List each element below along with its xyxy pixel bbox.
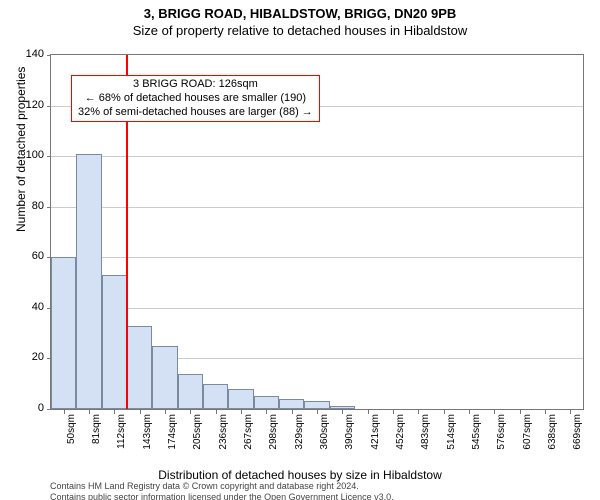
histogram-bar — [203, 384, 228, 409]
x-tick-label: 545sqm — [471, 414, 482, 450]
grid-line — [51, 308, 583, 309]
x-tick-label: 112sqm — [116, 414, 127, 449]
x-tick-mark — [292, 410, 293, 414]
callout-line: ← 68% of detached houses are smaller (19… — [78, 92, 313, 106]
grid-line — [51, 207, 583, 208]
x-tick-mark — [140, 410, 141, 414]
x-tick-mark — [216, 410, 217, 414]
y-tick-label: 80 — [6, 200, 44, 212]
histogram-bar — [178, 374, 203, 409]
x-axis-label: Distribution of detached houses by size … — [0, 468, 600, 482]
histogram-bar — [127, 326, 152, 409]
histogram-bar — [254, 396, 279, 409]
histogram-bar — [51, 257, 76, 409]
plot-area: 3 BRIGG ROAD: 126sqm← 68% of detached ho… — [50, 54, 584, 410]
chart-frame: 3, BRIGG ROAD, HIBALDSTOW, BRIGG, DN20 9… — [0, 6, 600, 500]
histogram-bar — [76, 154, 101, 409]
x-tick-label: 174sqm — [167, 414, 178, 450]
x-tick-mark — [317, 410, 318, 414]
y-tick-label: 0 — [6, 402, 44, 414]
grid-line — [51, 257, 583, 258]
x-tick-label: 638sqm — [547, 414, 558, 450]
x-tick-label: 267sqm — [243, 414, 254, 450]
x-tick-label: 514sqm — [446, 414, 457, 450]
histogram-bar — [102, 275, 127, 409]
histogram-bar — [330, 406, 355, 409]
x-tick-label: 669sqm — [572, 414, 583, 450]
x-tick-mark — [165, 410, 166, 414]
x-tick-label: 81sqm — [91, 414, 102, 444]
y-tick-mark — [47, 207, 51, 208]
footer-text: Contains HM Land Registry data © Crown c… — [50, 481, 394, 500]
x-tick-label: 143sqm — [142, 414, 153, 450]
x-tick-mark — [89, 410, 90, 414]
x-tick-mark — [368, 410, 369, 414]
x-tick-mark — [444, 410, 445, 414]
x-tick-label: 452sqm — [395, 414, 406, 450]
x-tick-label: 236sqm — [218, 414, 229, 450]
callout-box: 3 BRIGG ROAD: 126sqm← 68% of detached ho… — [71, 75, 320, 122]
x-tick-label: 390sqm — [344, 414, 355, 450]
x-tick-label: 205sqm — [192, 414, 203, 450]
y-tick-label: 60 — [6, 250, 44, 262]
y-tick-mark — [47, 409, 51, 410]
y-tick-label: 40 — [6, 301, 44, 313]
x-tick-mark — [520, 410, 521, 414]
x-tick-label: 50sqm — [66, 414, 77, 444]
title-sub: Size of property relative to detached ho… — [0, 23, 600, 38]
x-tick-label: 576sqm — [496, 414, 507, 450]
x-tick-mark — [241, 410, 242, 414]
x-tick-mark — [545, 410, 546, 414]
x-tick-mark — [393, 410, 394, 414]
grid-line — [51, 156, 583, 157]
footer-line1: Contains HM Land Registry data © Crown c… — [50, 481, 394, 491]
y-tick-label: 100 — [6, 149, 44, 161]
x-tick-label: 360sqm — [319, 414, 330, 450]
callout-line: 3 BRIGG ROAD: 126sqm — [78, 78, 313, 92]
histogram-bar — [304, 401, 329, 409]
x-tick-label: 483sqm — [420, 414, 431, 450]
x-tick-label: 298sqm — [268, 414, 279, 450]
y-tick-label: 120 — [6, 99, 44, 111]
title-main: 3, BRIGG ROAD, HIBALDSTOW, BRIGG, DN20 9… — [0, 6, 600, 21]
y-tick-mark — [47, 156, 51, 157]
callout-line: 32% of semi-detached houses are larger (… — [78, 106, 313, 120]
histogram-bar — [228, 389, 253, 409]
y-tick-mark — [47, 106, 51, 107]
y-tick-mark — [47, 55, 51, 56]
x-tick-label: 421sqm — [370, 414, 381, 450]
y-tick-label: 140 — [6, 48, 44, 60]
x-tick-label: 329sqm — [294, 414, 305, 450]
y-tick-label: 20 — [6, 351, 44, 363]
histogram-bar — [152, 346, 177, 409]
x-tick-mark — [64, 410, 65, 414]
histogram-bar — [279, 399, 304, 409]
x-tick-mark — [469, 410, 470, 414]
x-tick-label: 607sqm — [522, 414, 533, 450]
footer-line2: Contains public sector information licen… — [50, 492, 394, 500]
